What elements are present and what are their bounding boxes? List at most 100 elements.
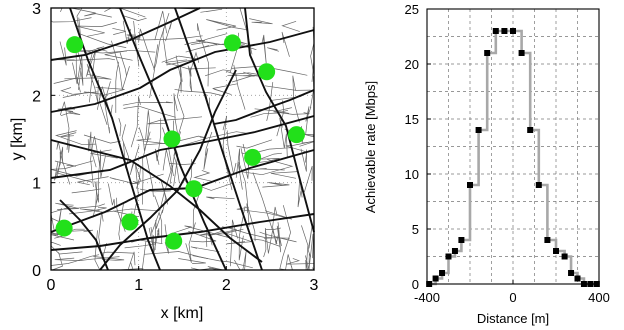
minor-street: [252, 172, 278, 245]
minor-street: [154, 209, 163, 251]
rate-x-tick-label: -400: [414, 290, 440, 305]
base-station-marker: [163, 130, 181, 148]
base-station-marker: [165, 232, 183, 250]
minor-street: [238, 206, 246, 261]
minor-street: [182, 131, 250, 146]
minor-street: [174, 88, 223, 96]
minor-street: [279, 117, 288, 158]
rate-marker: [535, 182, 542, 188]
rate-marker: [492, 28, 499, 34]
minor-street: [60, 132, 77, 137]
minor-street: [90, 136, 101, 188]
minor-street: [212, 83, 238, 95]
minor-street: [59, 101, 70, 150]
minor-street: [136, 165, 142, 189]
minor-street: [175, 55, 183, 93]
rate-marker: [458, 237, 465, 243]
minor-street: [227, 71, 255, 77]
minor-street: [263, 227, 273, 258]
minor-street: [124, 243, 156, 249]
minor-street: [98, 89, 108, 126]
minor-street: [178, 258, 206, 264]
minor-street: [90, 149, 118, 159]
rate-y-tick-label: 25: [405, 2, 419, 17]
minor-street: [146, 156, 154, 197]
minor-street: [249, 18, 273, 25]
rate-marker: [574, 275, 581, 282]
minor-street: [69, 206, 107, 215]
rate-x-tick-label: 0: [509, 290, 516, 305]
minor-street: [185, 44, 217, 53]
rate-marker: [484, 50, 491, 56]
minor-street: [140, 188, 171, 193]
minor-street: [68, 134, 70, 153]
minor-street: [200, 8, 223, 13]
base-station-marker: [55, 219, 73, 237]
minor-street: [60, 87, 98, 95]
map-ticks: 0 1 2 3 0 1 2 3: [32, 1, 318, 294]
minor-street: [253, 238, 281, 247]
minor-street: [246, 203, 256, 242]
rate-marker: [475, 127, 482, 133]
minor-street: [222, 115, 233, 191]
minor-street: [119, 52, 127, 77]
rate-marker: [527, 127, 534, 133]
minor-street: [161, 55, 198, 66]
minor-street: [64, 203, 106, 209]
rate-marker: [510, 28, 516, 34]
minor-street: [165, 59, 216, 70]
minor-street: [244, 168, 285, 171]
minor-street: [164, 224, 169, 254]
rate-y-tick-label: 5: [412, 222, 419, 237]
major-road: [59, 199, 109, 271]
minor-street: [206, 196, 235, 200]
minor-street: [196, 23, 209, 87]
major-road: [50, 115, 315, 179]
map-x-tick-label: 0: [47, 277, 56, 294]
rate-y-tick-label: 0: [412, 277, 419, 292]
minor-street: [188, 230, 217, 243]
minor-street: [87, 131, 97, 168]
minor-street: [147, 116, 203, 125]
minor-street: [250, 109, 289, 118]
minor-street: [126, 35, 203, 41]
major-road: [244, 7, 315, 233]
major-road: [50, 139, 263, 263]
rate-marker: [561, 253, 568, 260]
minor-street: [151, 211, 163, 244]
minor-street: [176, 82, 185, 136]
rate-marker: [432, 275, 439, 282]
minor-street: [59, 41, 67, 66]
major-road: [174, 7, 263, 271]
minor-street: [204, 69, 231, 77]
minor-street: [60, 106, 81, 115]
minor-street: [98, 211, 107, 260]
minor-street: [154, 10, 168, 41]
minor-street: [50, 17, 92, 23]
rate-y-axis-label: Achievable rate [Mbps]: [363, 81, 378, 213]
minor-street: [129, 145, 140, 175]
rate-grid: [427, 9, 599, 284]
minor-street: [155, 118, 162, 165]
minor-street: [239, 7, 253, 55]
minor-street: [231, 65, 308, 76]
minor-street: [265, 227, 281, 230]
minor-street: [123, 15, 147, 21]
minor-street: [192, 255, 253, 269]
minor-street: [170, 225, 233, 239]
rate-y-tick-label: 20: [405, 57, 419, 72]
minor-street: [199, 232, 225, 236]
minor-street: [303, 165, 313, 193]
minor-street: [300, 148, 307, 172]
map-x-tick-label: 3: [310, 277, 319, 294]
minor-street: [153, 12, 170, 71]
base-station-marker: [258, 63, 276, 81]
map-y-tick-label: 2: [32, 88, 41, 105]
minor-street: [206, 19, 247, 31]
minor-street: [92, 181, 99, 218]
rate-marker: [544, 237, 551, 243]
minor-street: [148, 227, 155, 252]
minor-street: [50, 254, 100, 266]
map-roads: [50, 7, 315, 272]
